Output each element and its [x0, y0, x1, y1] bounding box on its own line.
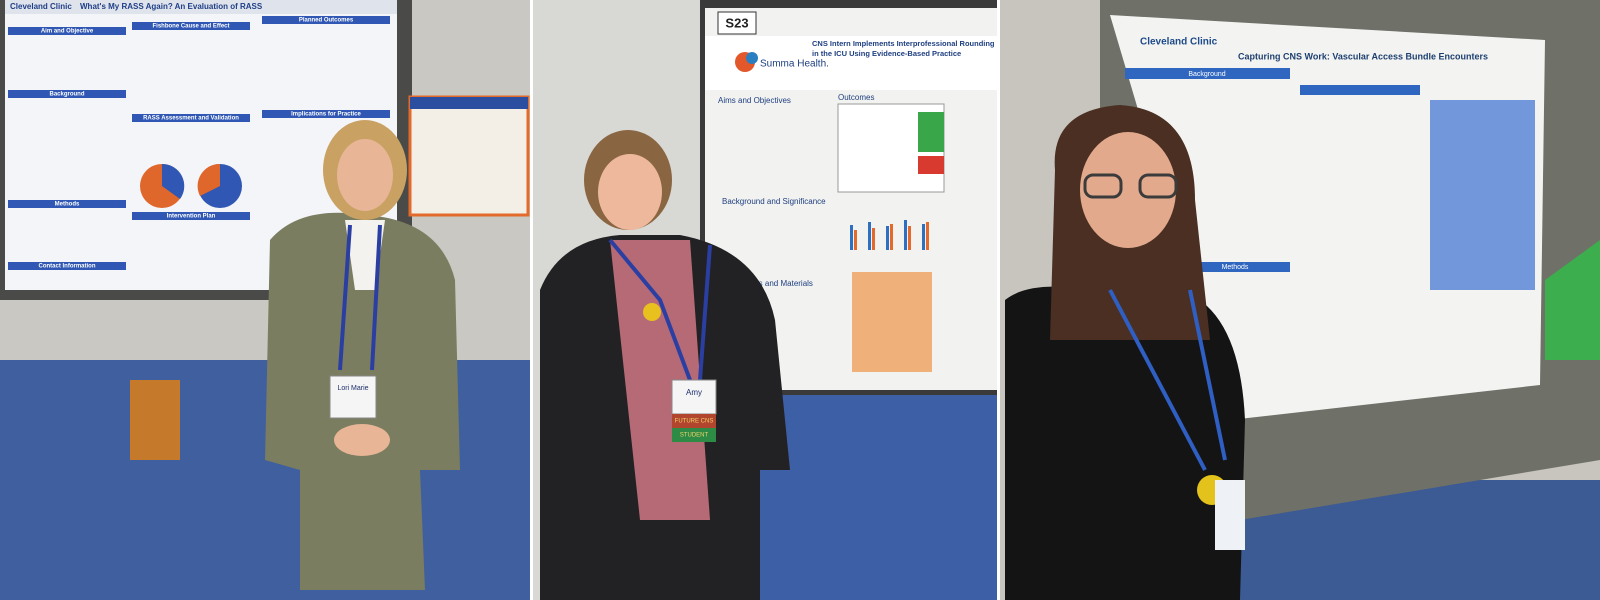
- table-cell: [918, 112, 944, 152]
- badge: [1215, 480, 1245, 550]
- section-header: [132, 114, 250, 122]
- section-title: Planned Outcomes: [299, 18, 354, 24]
- photo-panel-2: S23 Summa Health. CNS Intern Implements …: [533, 0, 997, 600]
- person-1: Lori Marie: [265, 120, 460, 590]
- section-header: [262, 16, 390, 24]
- section-header: [8, 200, 126, 208]
- poster-title: Capturing CNS Work: Vascular Access Bund…: [1238, 51, 1488, 61]
- section-header: [262, 110, 390, 118]
- poster-title: CNS Intern Implements Interprofessional …: [812, 39, 995, 48]
- ribbon: [672, 414, 716, 428]
- graphic-bar: [854, 230, 857, 250]
- poster-title: in the ICU Using Evidence-Based Practice: [812, 49, 961, 58]
- section-header: [1180, 262, 1290, 272]
- graphic-bar: [904, 220, 907, 250]
- hands: [334, 424, 390, 456]
- divider: [530, 0, 533, 600]
- graphic-bar: [886, 226, 889, 250]
- badge-name: Lori Marie: [337, 385, 368, 392]
- glasses: [1138, 173, 1178, 199]
- section-header: [8, 27, 126, 35]
- divider: [997, 0, 1000, 600]
- section-title: Methods and Materials: [732, 279, 813, 288]
- graphic-bar: [908, 226, 911, 250]
- brand-logo: [746, 52, 758, 64]
- section-title: Methods: [55, 202, 80, 208]
- top: [1005, 286, 1245, 600]
- poster-label: S23: [725, 15, 748, 30]
- poster-arrow: [1545, 240, 1600, 360]
- section-header: [132, 22, 250, 30]
- section-header: [8, 90, 126, 98]
- poster-brand: Cleveland Clinic: [10, 2, 72, 11]
- photo-panel-3: Cleveland Clinic Capturing CNS Work: Vas…: [1000, 0, 1600, 600]
- glasses: [1083, 173, 1123, 199]
- graphic-bar: [872, 228, 875, 250]
- ribbon: [672, 428, 716, 442]
- graphic-bar: [868, 222, 871, 250]
- small-poster-header: [410, 97, 528, 109]
- badge: [329, 375, 377, 419]
- poster-brand: Summa Health.: [760, 59, 829, 70]
- graphic-bar: [926, 222, 929, 250]
- section-title: Fishbone Cause and Effect: [152, 24, 229, 30]
- badge: [671, 379, 717, 415]
- section-title: Background: [49, 92, 84, 98]
- section-title: RASS Assessment and Validation: [143, 116, 239, 122]
- background-person: [130, 380, 180, 460]
- poster-column: [1430, 100, 1535, 290]
- poster-label-box: [717, 11, 757, 35]
- lanyard: [608, 238, 712, 381]
- ribbon-text: STUDENT: [680, 433, 709, 439]
- face: [337, 139, 393, 211]
- lanyard: [1108, 289, 1227, 471]
- section-header: [132, 212, 250, 220]
- lanyard: [338, 224, 382, 371]
- face: [598, 154, 662, 230]
- table-cell: [918, 156, 944, 174]
- face: [1080, 132, 1176, 248]
- poster-title: What's My RASS Again? An Evaluation of R…: [80, 2, 263, 11]
- photo-panel-1: Cleveland Clinic What's My RASS Again? A…: [0, 0, 530, 600]
- person-3: [1005, 105, 1245, 600]
- section-title: Intervention Plan: [167, 214, 216, 220]
- section-header: [1300, 85, 1420, 95]
- poster-brand: Cleveland Clinic: [1140, 37, 1218, 48]
- graphic-bar: [890, 224, 893, 250]
- small-poster: [408, 95, 530, 217]
- ribbon-text: FUTURE CNS: [675, 419, 714, 425]
- blouse: [345, 220, 385, 290]
- section-header: [8, 262, 126, 270]
- pie-graphic: [162, 163, 185, 199]
- graphic-bar: [850, 225, 853, 250]
- badge-name: Amy: [686, 388, 702, 397]
- section-title: Methods: [1222, 264, 1249, 271]
- poster-header: [5, 0, 397, 14]
- section-title: Outcomes: [838, 93, 874, 102]
- section-title: Background: [1188, 71, 1225, 78]
- person-2: Amy FUTURE CNS STUDENT: [540, 130, 790, 600]
- top: [610, 240, 710, 520]
- section-header: [1125, 68, 1290, 79]
- section-title: Aim and Objective: [41, 29, 94, 35]
- poster-sections: Aim and Objective Background Methods Con…: [8, 16, 390, 270]
- color-table: [852, 272, 932, 372]
- section-title: Aims and Objectives: [718, 96, 791, 105]
- pie-graphic: [197, 163, 220, 196]
- bar-graphic: [850, 220, 929, 250]
- button-pin: [643, 303, 661, 321]
- graphic-bar: [922, 224, 925, 250]
- section-title: Implications for Practice: [291, 112, 361, 118]
- section-title: Contact Information: [39, 264, 96, 270]
- section-title: Background and Significance: [722, 197, 826, 206]
